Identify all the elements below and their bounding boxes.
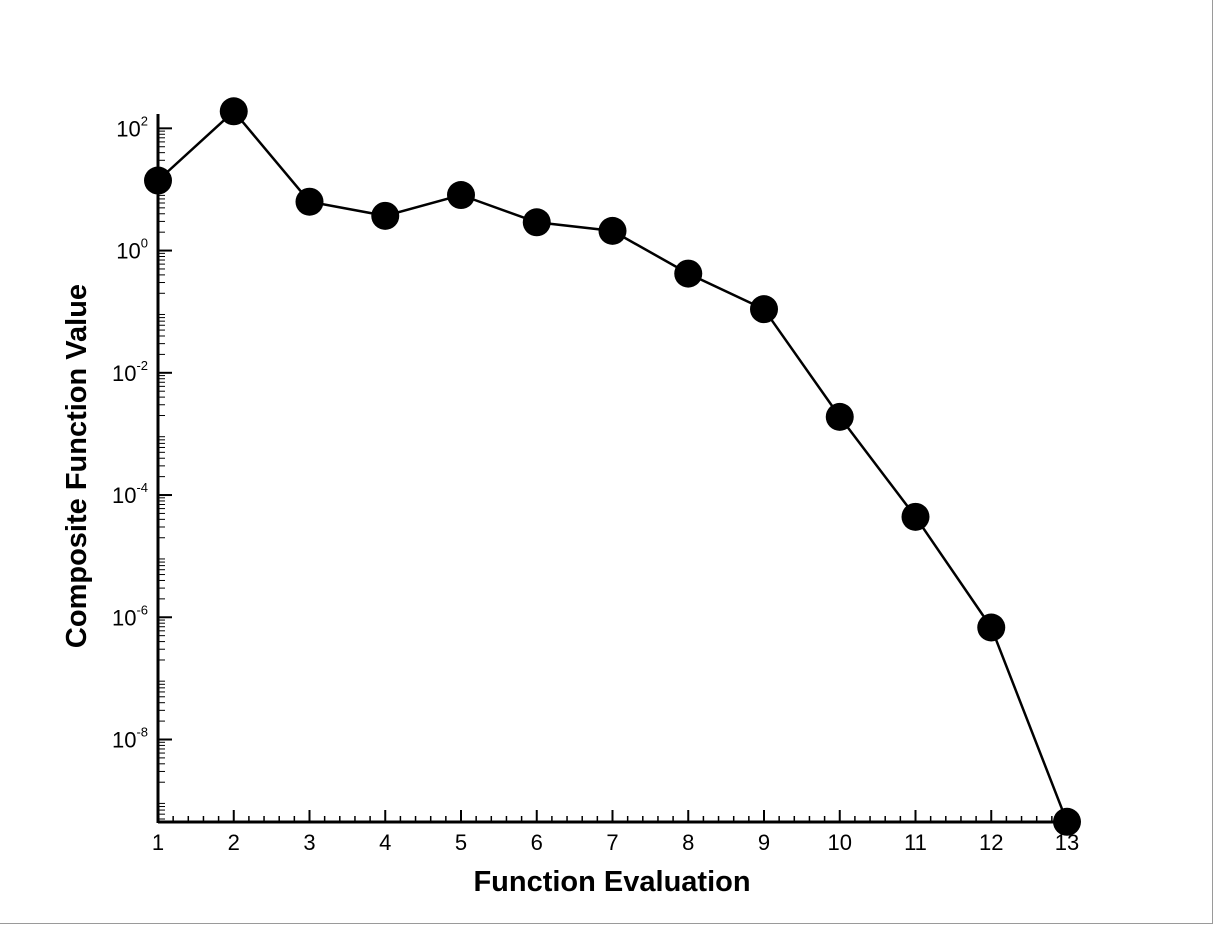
data-point [371, 201, 400, 230]
x-tick-label: 6 [531, 830, 543, 855]
x-tick-label: 3 [303, 830, 315, 855]
data-point [1053, 807, 1081, 836]
data-point [750, 295, 778, 324]
y-axis-title: Composite Function Value [61, 284, 93, 648]
data-point [219, 97, 248, 126]
data-point [295, 187, 324, 216]
x-tick-label: 9 [758, 830, 770, 855]
x-tick-label: 1 [152, 830, 164, 855]
x-tick-labels: 1 2 3 4 5 6 7 8 9 10 11 12 13 [152, 830, 1079, 855]
y-tick-label: 10-2 [112, 358, 148, 386]
y-tick-label: 10-8 [112, 724, 148, 752]
y-tick-label: 10-6 [112, 602, 148, 630]
y-tick-labels: 102 100 10-2 10-4 10-6 10-8 [112, 113, 148, 752]
y-tick-label: 102 [116, 113, 148, 141]
x-tick-label: 4 [379, 830, 391, 855]
x-tick-label: 8 [682, 830, 694, 855]
y-tick-label: 100 [116, 236, 148, 264]
x-axis-title: Function Evaluation [473, 866, 750, 898]
data-point [825, 402, 854, 431]
major-ticks [157, 127, 1068, 822]
data-points [144, 97, 1081, 836]
x-tick-label: 2 [228, 830, 240, 855]
data-point [901, 502, 930, 531]
data-point [447, 181, 475, 210]
data-point [522, 208, 551, 237]
x-tick-label: 12 [979, 830, 1003, 855]
data-point [977, 613, 1006, 642]
data-point [674, 259, 703, 288]
x-tick-label: 11 [904, 830, 927, 855]
y-tick-label: 10-4 [112, 480, 148, 508]
x-tick-label: 10 [828, 830, 852, 855]
x-tick-label: 5 [455, 830, 467, 855]
data-point [144, 166, 172, 195]
data-point [598, 216, 627, 245]
x-tick-label: 7 [606, 830, 618, 855]
